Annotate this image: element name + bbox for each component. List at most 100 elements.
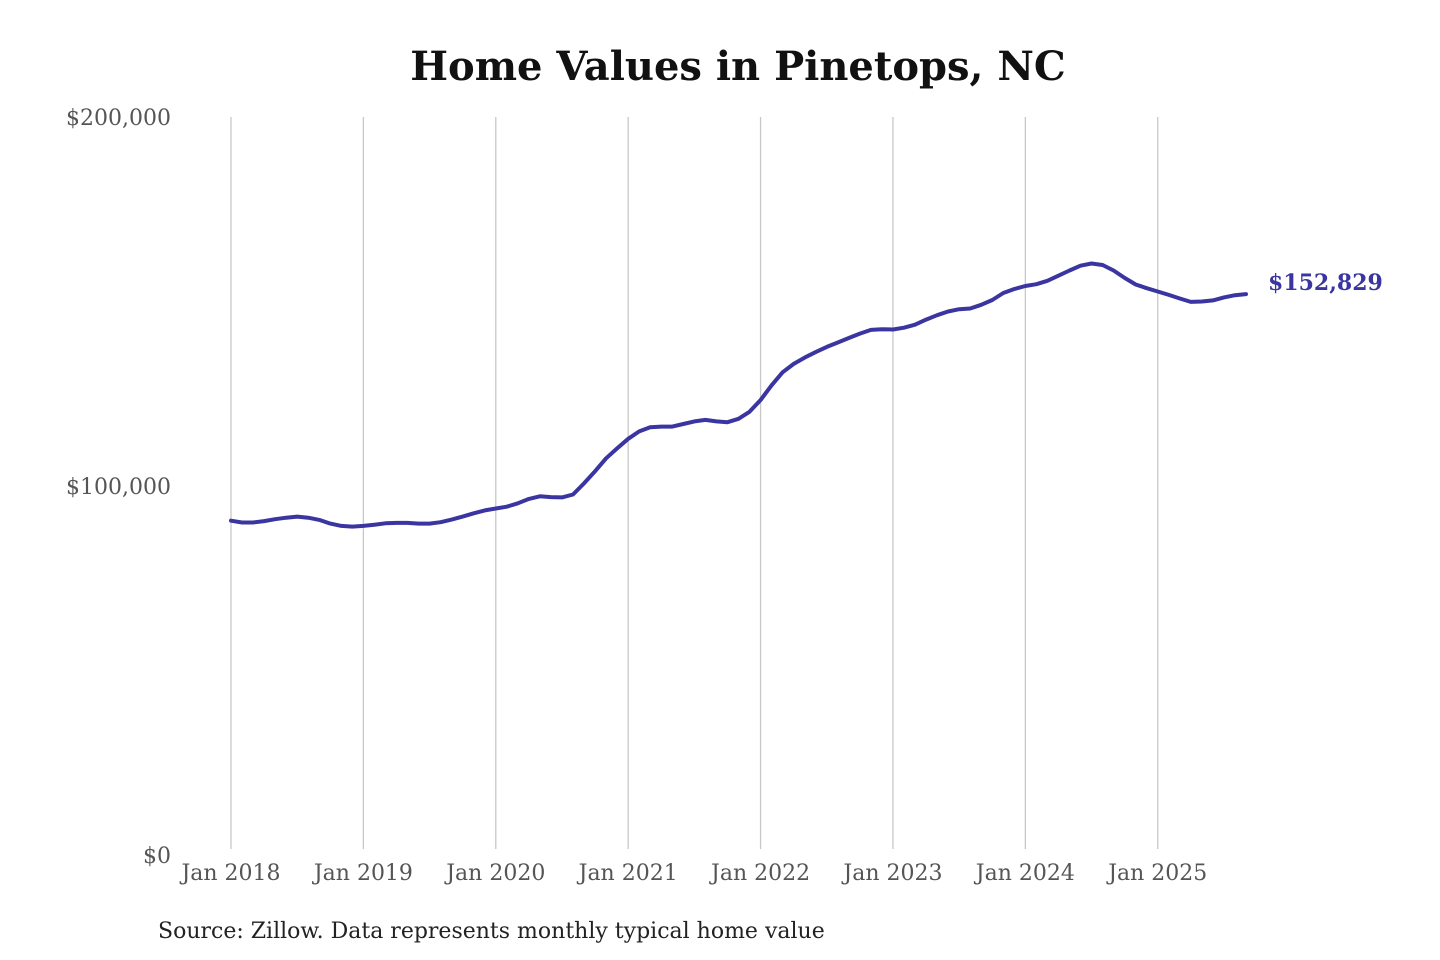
data-point <box>1057 274 1060 277</box>
data-point <box>1222 296 1225 299</box>
data-point <box>549 496 552 499</box>
data-point <box>1167 293 1170 296</box>
data-point <box>1024 285 1027 288</box>
data-point <box>1112 269 1115 272</box>
data-point <box>1145 287 1148 290</box>
data-point <box>969 307 972 310</box>
data-point <box>461 515 464 518</box>
data-point <box>903 326 906 329</box>
data-point <box>704 418 707 421</box>
data-point <box>991 299 994 302</box>
data-point <box>274 518 277 521</box>
y-tick-label: $0 <box>143 844 171 869</box>
x-tick-label: Jan 2023 <box>841 861 942 886</box>
data-point <box>561 496 564 499</box>
data-point <box>748 410 751 413</box>
data-point <box>693 420 696 423</box>
data-point <box>527 497 530 500</box>
data-points <box>230 262 1248 528</box>
x-axis-ticks: Jan 2018 Jan 2019 Jan 2020 Jan 2021 Jan 2022… <box>179 861 1207 886</box>
data-point <box>296 515 299 518</box>
data-point <box>285 516 288 519</box>
data-point <box>638 430 641 433</box>
data-point <box>671 425 674 428</box>
data-point <box>1234 294 1237 297</box>
x-tick-label: Jan 2020 <box>444 861 545 886</box>
data-point <box>384 522 387 525</box>
data-point <box>1013 288 1016 291</box>
end-value-label: $152,829 <box>1268 270 1383 296</box>
y-tick-label: $100,000 <box>66 475 171 500</box>
data-point <box>869 328 872 331</box>
data-point <box>616 447 619 450</box>
data-point <box>1123 276 1126 279</box>
x-tick-label: Jan 2019 <box>312 861 413 886</box>
data-point <box>627 437 630 440</box>
data-point <box>836 341 839 344</box>
data-point <box>483 509 486 512</box>
data-point <box>538 495 541 498</box>
data-point <box>737 417 740 420</box>
data-point <box>726 421 729 424</box>
data-point <box>472 512 475 515</box>
data-point <box>947 310 950 313</box>
data-point <box>230 519 233 522</box>
data-point <box>649 426 652 429</box>
data-point <box>1178 297 1181 300</box>
data-point <box>505 505 508 508</box>
data-point <box>594 470 597 473</box>
data-point <box>241 521 244 524</box>
data-point <box>1211 299 1214 302</box>
data-point <box>1245 293 1248 296</box>
x-tick-label: Jan 2025 <box>1106 861 1207 886</box>
data-point <box>958 308 961 311</box>
data-point <box>1189 300 1192 303</box>
data-point <box>814 351 817 354</box>
data-point <box>781 371 784 374</box>
data-point <box>362 524 365 527</box>
home-value-line <box>229 261 1248 529</box>
data-point <box>1068 269 1071 272</box>
data-point <box>395 521 398 524</box>
chart-title: Home Values in Pinetops, NC <box>410 43 1066 90</box>
data-point <box>715 420 718 423</box>
data-point <box>1101 264 1104 267</box>
data-point <box>494 507 497 510</box>
x-tick-label: Jan 2018 <box>179 861 280 886</box>
data-point <box>980 303 983 306</box>
data-point <box>1046 279 1049 282</box>
data-point <box>428 522 431 525</box>
data-point <box>439 521 442 524</box>
data-point <box>340 524 343 527</box>
data-point <box>1090 262 1093 265</box>
data-point <box>583 482 586 485</box>
data-point <box>759 399 762 402</box>
data-point <box>450 518 453 521</box>
data-point <box>263 520 266 523</box>
data-point <box>925 318 928 321</box>
x-tick-label: Jan 2022 <box>709 861 810 886</box>
data-point <box>1035 283 1038 286</box>
source-note: Source: Zillow. Data represents monthly … <box>158 919 825 944</box>
x-tick-label: Jan 2021 <box>577 861 678 886</box>
data-point <box>1156 290 1159 293</box>
y-axis-ticks: $0 $100,000 $200,000 <box>66 106 171 869</box>
data-point <box>803 356 806 359</box>
data-point <box>792 362 795 365</box>
y-tick-label: $200,000 <box>66 106 171 131</box>
data-point <box>373 523 376 526</box>
data-point <box>318 518 321 521</box>
data-point <box>1134 283 1137 286</box>
data-point <box>847 337 850 340</box>
data-point <box>307 516 310 519</box>
data-point <box>892 328 895 331</box>
data-point <box>858 332 861 335</box>
data-point <box>682 423 685 426</box>
data-point <box>660 425 663 428</box>
data-point <box>770 384 773 387</box>
data-point <box>936 314 939 317</box>
data-point <box>914 323 917 326</box>
data-point <box>516 502 519 505</box>
data-point <box>1079 264 1082 267</box>
